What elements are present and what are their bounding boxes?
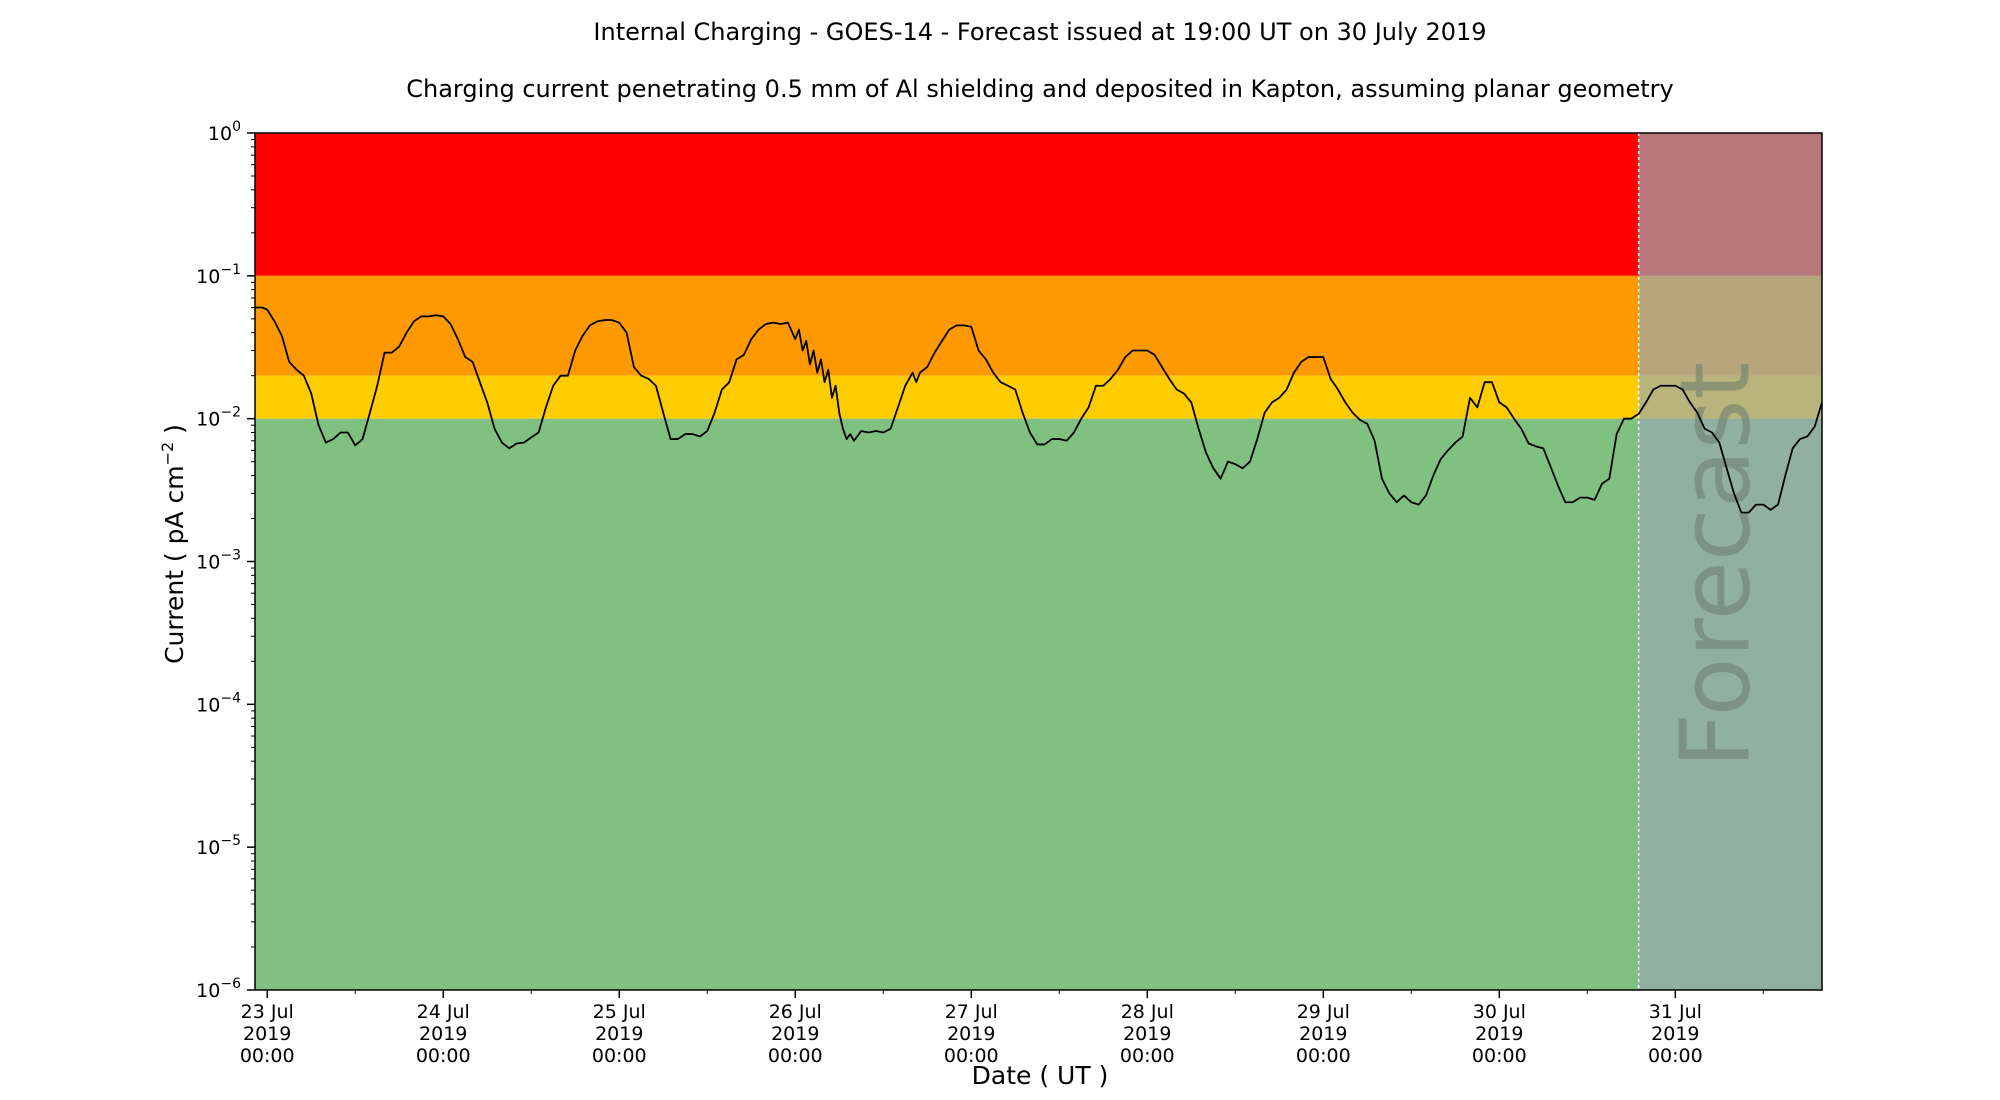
x-tick-label: 00:00	[1472, 1045, 1527, 1067]
y-axis-label-main: Current ( pA cm	[160, 465, 189, 664]
series-line-current	[255, 306, 1823, 514]
x-tick-label: 24 Jul	[417, 1001, 470, 1023]
x-tick-label: 28 Jul	[1121, 1001, 1174, 1023]
band-green	[255, 418, 1822, 991]
x-tick-label: 00:00	[1648, 1045, 1703, 1067]
plot-area: Forecast	[254, 132, 1823, 991]
forecast-region	[1638, 133, 1822, 990]
x-axis-label: Date ( UT )	[972, 1061, 1109, 1090]
x-tick-label: 00:00	[944, 1045, 999, 1067]
x-tick-label: 00:00	[592, 1045, 647, 1067]
y-tick-label: 10−6	[196, 976, 241, 1002]
y-axis-label: Current ( pA cm−2 )	[158, 424, 189, 664]
x-tick-label: 00:00	[416, 1045, 471, 1067]
x-tick-label: 2019	[1123, 1023, 1171, 1045]
x-tick-label: 23 Jul	[241, 1001, 294, 1023]
x-tick-label: 2019	[947, 1023, 995, 1045]
y-tick-label: 10−2	[196, 405, 241, 431]
y-tick-label: 10−3	[196, 548, 241, 574]
x-tick-label: 26 Jul	[769, 1001, 822, 1023]
chart-subtitle: Charging current penetrating 0.5 mm of A…	[406, 75, 1674, 103]
x-tick-label: 30 Jul	[1473, 1001, 1526, 1023]
y-tick-label: 10−4	[196, 690, 241, 716]
band-red	[255, 133, 1822, 276]
x-tick-label: 25 Jul	[593, 1001, 646, 1023]
x-tick-label: 29 Jul	[1297, 1001, 1350, 1023]
x-tick-label: 2019	[771, 1023, 819, 1045]
y-axis: 10−6 10−5 10−4 10−3 10−2 10−1 100	[196, 119, 255, 1002]
band-yellow	[255, 375, 1822, 419]
y-axis-label-sup: −2	[158, 442, 177, 466]
x-tick-label: 2019	[1475, 1023, 1523, 1045]
y-tick-label: 100	[208, 119, 241, 145]
x-tick-label: 2019	[595, 1023, 643, 1045]
x-tick-label: 31 Jul	[1649, 1001, 1702, 1023]
band-orange	[255, 275, 1822, 376]
y-tick-label: 10−1	[196, 262, 241, 288]
x-tick-label: 2019	[243, 1023, 291, 1045]
x-tick-label: 2019	[419, 1023, 467, 1045]
x-tick-label: 2019	[1299, 1023, 1347, 1045]
y-axis-label-end: )	[160, 424, 189, 442]
risk-bands	[255, 133, 1822, 991]
y-tick-label: 10−5	[196, 833, 241, 859]
x-tick-label: 00:00	[1296, 1045, 1351, 1067]
x-tick-label: 2019	[1651, 1023, 1699, 1045]
x-tick-label: 00:00	[1120, 1045, 1175, 1067]
forecast-label: Forecast	[1659, 362, 1771, 768]
x-tick-label: 27 Jul	[945, 1001, 998, 1023]
x-tick-label: 00:00	[768, 1045, 823, 1067]
chart-title: Internal Charging - GOES-14 - Forecast i…	[593, 18, 1486, 46]
x-tick-label: 00:00	[240, 1045, 295, 1067]
